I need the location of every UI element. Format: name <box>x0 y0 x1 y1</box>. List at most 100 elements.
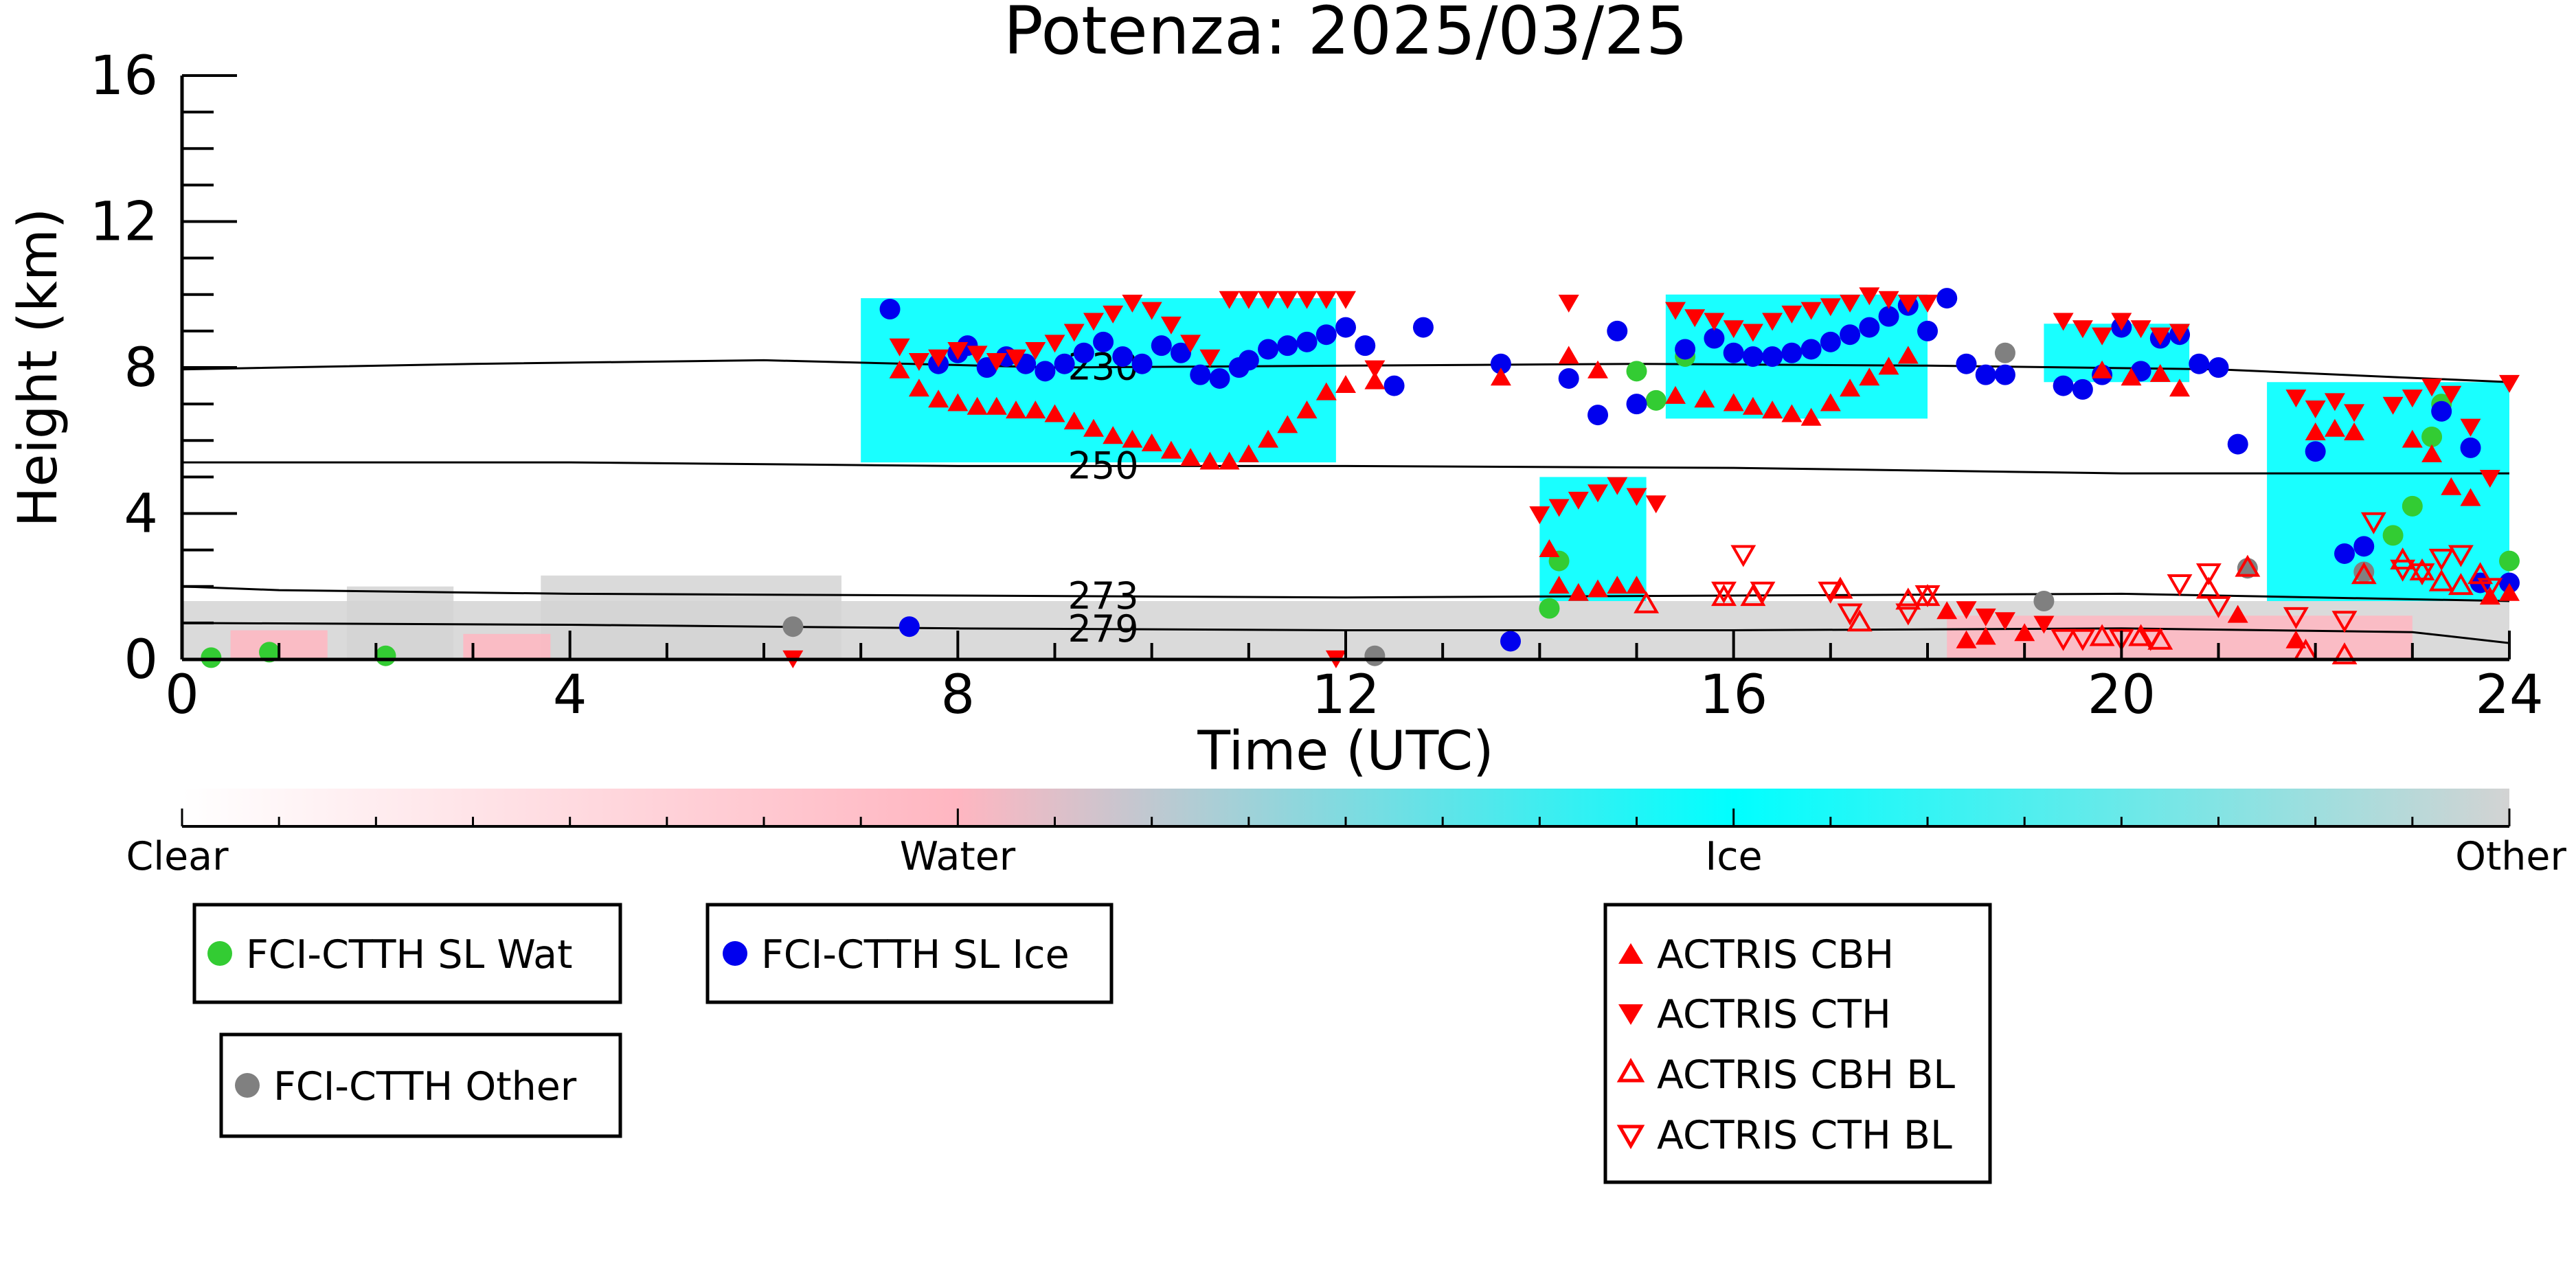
legend-label-actris-cbh: ACTRIS CBH <box>1657 932 1894 978</box>
point-actris-cth-67 <box>2441 385 2462 404</box>
point-actris-cbh-4 <box>967 396 988 415</box>
legend-marker-actris-cth-bl <box>1616 1125 1645 1150</box>
point-actris-cth-bl-10 <box>2138 629 2164 651</box>
x-tick-label-20: 20 <box>2088 664 2156 726</box>
legend-marker-actris-cth <box>1618 1004 1643 1025</box>
point-fci-ctth-sl-ice-20 <box>1258 339 1279 360</box>
point-actris-cth-65 <box>2402 389 2423 408</box>
point-actris-cbh-11 <box>1103 426 1124 444</box>
point-actris-cth-15 <box>1160 316 1182 335</box>
legend-box-other: FCI-CTTH Other <box>219 1032 622 1138</box>
point-actris-cth-23 <box>1315 291 1337 309</box>
point-fci-ctth-sl-ice-58 <box>2189 353 2210 374</box>
point-fci-ctth-sl-ice-1 <box>899 616 920 637</box>
point-actris-cbh-12 <box>1122 429 1143 448</box>
point-actris-cbh-29 <box>1588 579 1608 598</box>
point-fci-ctth-sl-ice-22 <box>1296 331 1318 352</box>
point-actris-cth-bl-0 <box>1711 581 1737 604</box>
legend-marker-actris-cbh <box>1618 943 1643 964</box>
point-fci-ctth-sl-ice-32 <box>1607 320 1628 341</box>
point-fci-ctth-sl-wat-12 <box>2499 550 2520 572</box>
point-actris-cth-28 <box>1548 499 1570 517</box>
point-actris-cbh-bl-5 <box>1895 587 1921 610</box>
point-actris-cth-44 <box>1840 295 1861 313</box>
point-actris-cbh-6 <box>1006 400 1026 419</box>
point-fci-ctth-sl-ice-67 <box>2499 572 2520 594</box>
point-actris-cbh-20 <box>1277 415 1298 433</box>
point-actris-cbh-59 <box>2402 429 2423 448</box>
point-fci-ctth-other-1 <box>1364 645 1386 666</box>
x-axis-label: Time (UTC) <box>1197 721 1493 782</box>
point-actris-cbh-9 <box>1063 411 1085 430</box>
point-actris-cth-64 <box>2382 396 2404 415</box>
point-actris-cth-7 <box>1006 349 1026 368</box>
point-actris-cbh-15 <box>1180 448 1201 466</box>
point-fci-ctth-other-0 <box>782 616 804 637</box>
point-actris-cth-68 <box>2460 418 2481 437</box>
point-actris-cbh-0 <box>889 360 910 379</box>
point-actris-cbh-49 <box>2014 623 2035 642</box>
point-fci-ctth-sl-wat-2 <box>375 645 396 666</box>
point-fci-ctth-sl-ice-29 <box>1500 631 1521 652</box>
point-actris-cth-bl-19 <box>2428 548 2454 571</box>
point-actris-cth-58 <box>2149 327 2171 346</box>
point-actris-cth-18 <box>1219 291 1240 309</box>
point-actris-cth-bl-2 <box>1750 581 1776 604</box>
point-actris-cth-2 <box>908 353 929 371</box>
y-tick-label-4: 4 <box>124 484 158 545</box>
legend: FCI-CTTH SL Wat FCI-CTTH SL Ice FCI-CTTH… <box>192 903 1992 1184</box>
y-axis-label: Height (km) <box>8 208 69 528</box>
x-tick-label-12: 12 <box>1311 664 1379 726</box>
point-actris-cbh-8 <box>1044 404 1065 422</box>
point-fci-ctth-sl-ice-41 <box>1820 331 1841 352</box>
point-fci-ctth-sl-ice-37 <box>1742 346 1763 368</box>
point-fci-ctth-sl-ice-21 <box>1277 335 1298 357</box>
point-actris-cbh-2 <box>928 389 949 408</box>
legend-label-actris-cbh-bl: ACTRIS CBH BL <box>1657 1052 1955 1098</box>
point-actris-cth-19 <box>1238 291 1259 309</box>
point-actris-cth-33 <box>1645 495 1667 514</box>
point-fci-ctth-sl-ice-52 <box>2072 379 2093 400</box>
point-fci-ctth-sl-wat-9 <box>2402 495 2423 517</box>
point-fci-ctth-sl-ice-36 <box>1723 342 1744 363</box>
point-actris-cth-38 <box>1723 320 1744 339</box>
point-actris-cbh-25 <box>1490 368 1511 386</box>
legend-label-fci-ice: FCI-CTTH SL Ice <box>761 932 1070 978</box>
x-tick-label-16: 16 <box>1699 664 1767 726</box>
point-fci-ctth-sl-ice-64 <box>2431 400 2452 422</box>
colorbar-label-ice: Ice <box>1705 834 1762 879</box>
axes: 0 4 8 12 16 20 24 0 4 8 12 16 <box>90 45 2544 726</box>
point-actris-cth-43 <box>1820 298 1841 317</box>
cloud-mask-water-4 <box>463 633 551 659</box>
point-actris-cth-40 <box>1762 313 1783 331</box>
point-actris-cth-61 <box>2305 400 2326 418</box>
point-actris-cth-22 <box>1296 291 1318 309</box>
point-actris-cth-bl-18 <box>2409 563 2435 586</box>
point-actris-cbh-54 <box>2227 605 2248 623</box>
point-actris-cbh-bl-14 <box>2351 562 2377 585</box>
point-actris-cth-9 <box>1044 335 1065 353</box>
point-fci-ctth-sl-ice-25 <box>1355 335 1376 357</box>
legend-marker-fci-wat <box>207 941 232 966</box>
y-tick-label-12: 12 <box>90 192 158 253</box>
series-fci-ctth-sl-wat <box>201 346 2520 668</box>
point-fci-ctth-sl-ice-31 <box>1588 405 1609 426</box>
point-fci-ctth-sl-ice-46 <box>1917 320 1938 341</box>
point-actris-cbh-47 <box>1956 630 1977 648</box>
point-fci-ctth-sl-ice-51 <box>2053 375 2074 396</box>
point-actris-cth-27 <box>1529 506 1550 525</box>
point-actris-cbh-5 <box>986 396 1007 415</box>
series-fci-ctth-other <box>782 342 2375 666</box>
colorbar-ticks <box>181 809 2511 828</box>
point-actris-cbh-60 <box>2421 444 2443 462</box>
colorbar-label-other: Other <box>2455 834 2566 879</box>
point-actris-cbh-40 <box>1800 407 1822 426</box>
point-fci-ctth-sl-ice-34 <box>1675 339 1696 360</box>
point-actris-cth-45 <box>1859 287 1880 306</box>
point-actris-cbh-48 <box>1975 626 1996 645</box>
point-actris-cbh-62 <box>2460 488 2481 506</box>
point-actris-cth-30 <box>1588 484 1608 503</box>
point-actris-cth-35 <box>1665 302 1686 320</box>
point-actris-cth-48 <box>1917 295 1938 313</box>
